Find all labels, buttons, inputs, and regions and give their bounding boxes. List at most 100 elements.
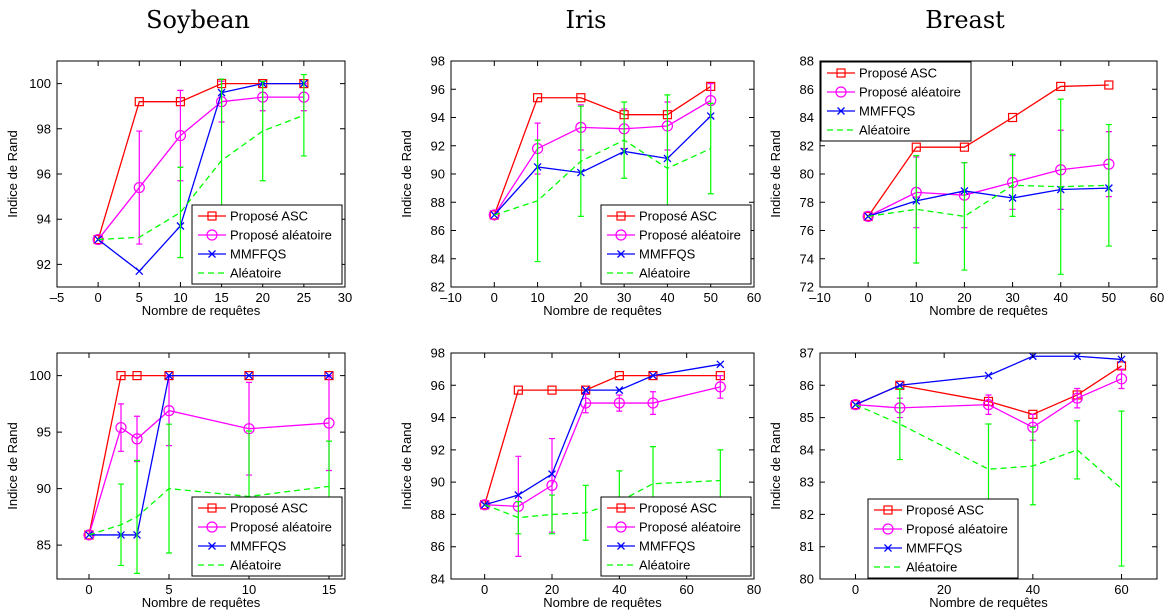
- y-tick-label: 90: [37, 481, 51, 496]
- y-tick-label: 98: [431, 54, 445, 69]
- x-axis-label: Nombre de requêtes: [929, 595, 1048, 610]
- legend-entry-asc: Proposé ASC: [607, 209, 717, 224]
- y-tick-label: 100: [29, 368, 51, 383]
- plot-area: [849, 353, 1128, 567]
- legend-label: Proposé aléatoire: [639, 520, 741, 535]
- legend-label: MMFFQS: [639, 539, 696, 554]
- data-point: [1104, 80, 1114, 90]
- y-tick-label: 72: [800, 280, 814, 295]
- legend-entry-random: Aléatoire: [607, 266, 690, 281]
- x-tick-label: 0: [491, 290, 498, 305]
- data-point: [1056, 81, 1066, 92]
- legend-label: Proposé ASC: [230, 501, 308, 516]
- legend-entry-random: Aléatoire: [827, 123, 910, 138]
- x-tick-label: 10: [173, 290, 187, 305]
- data-point: [546, 479, 558, 491]
- x-tick-label: 50: [703, 290, 717, 305]
- legend-label: Aléatoire: [859, 123, 910, 138]
- x-axis-label: Nombre de requêtes: [142, 303, 261, 318]
- legend: Proposé ASC Proposé aléatoire MMFFQS Aléato…: [820, 61, 972, 142]
- data-point: [132, 371, 142, 381]
- series-line: [867, 163, 1109, 217]
- x-tick-label: 50: [1102, 290, 1116, 305]
- error-bar: [177, 166, 184, 259]
- legend-label: MMFFQS: [230, 539, 287, 554]
- column-title-soybean: Soybean: [146, 6, 250, 34]
- error-bar: [896, 387, 903, 461]
- legend-entry-random: Aléatoire: [874, 560, 957, 575]
- legend-box: [600, 496, 752, 577]
- data-point: [959, 142, 970, 152]
- data-point: [116, 371, 126, 381]
- legend-label: Proposé ASC: [906, 503, 984, 518]
- data-point: [613, 397, 625, 409]
- x-axis-label: Nombre de requêtes: [543, 595, 662, 610]
- x-tick-label: 40: [612, 582, 626, 597]
- plot-area: [488, 81, 717, 263]
- y-tick-label: 88: [431, 195, 445, 210]
- data-point: [131, 433, 143, 445]
- y-tick-label: 87: [800, 346, 814, 361]
- data-point: [984, 371, 993, 380]
- legend-label: MMFFQS: [906, 541, 963, 556]
- data-point: [716, 360, 725, 369]
- data-point: [514, 491, 523, 500]
- legend-entry-asc: Proposé ASC: [874, 503, 984, 518]
- legend-entry-random: Aléatoire: [198, 266, 281, 281]
- x-tick-label: 10: [909, 290, 923, 305]
- y-tick-label: 82: [800, 507, 814, 522]
- legend-marker: [837, 107, 845, 115]
- legend-entry-mmffqs: MMFFQS: [607, 539, 696, 554]
- legend-entry-asc: Proposé ASC: [198, 209, 308, 224]
- series-line: [855, 404, 1122, 490]
- legend-marker: [835, 86, 847, 98]
- series-line: [493, 85, 712, 216]
- y-axis-label: Indice de Rand: [768, 422, 783, 509]
- legend-box: [191, 204, 343, 285]
- plot-area: [92, 73, 310, 276]
- x-tick-label: 60: [1114, 582, 1128, 597]
- x-tick-label: 0: [852, 582, 859, 597]
- series-line: [97, 82, 304, 273]
- x-tick-label: 60: [1150, 290, 1164, 305]
- legend-entry-alea_proposed: Proposé aléatoire: [607, 228, 741, 243]
- legend-marker: [883, 505, 893, 515]
- y-tick-label: 92: [431, 442, 445, 457]
- data-point: [488, 209, 500, 221]
- x-tick-label: 20: [937, 582, 951, 597]
- series-random: [855, 387, 1125, 567]
- column-title-iris: Iris: [565, 6, 607, 34]
- x-axis-label: Nombre de requêtes: [142, 595, 261, 610]
- legend-label: Aléatoire: [230, 266, 281, 281]
- legend-marker: [882, 523, 894, 535]
- legend-entry-alea_proposed: Proposé aléatoire: [874, 522, 1008, 537]
- data-point: [849, 399, 862, 411]
- y-tick-label: 86: [800, 82, 814, 97]
- x-axis-label: Nombre de requêtes: [929, 303, 1048, 318]
- legend: Proposé ASC Proposé aléatoire MMFFQS Aléato…: [600, 204, 752, 285]
- data-point: [1117, 355, 1126, 364]
- y-tick-label: 95: [37, 425, 51, 440]
- legend-entry-alea_proposed: Proposé aléatoire: [198, 228, 332, 243]
- series-random: [494, 94, 714, 263]
- error-bar: [1118, 410, 1125, 567]
- y-tick-label: 96: [37, 167, 51, 182]
- legend-entry-random: Aléatoire: [198, 558, 281, 573]
- y-tick-label: 84: [800, 442, 814, 457]
- y-tick-label: 86: [431, 223, 445, 238]
- series-line: [88, 485, 330, 536]
- data-point: [1115, 373, 1128, 385]
- x-axis-label: Nombre de requêtes: [543, 303, 662, 318]
- legend-box: [600, 204, 752, 285]
- x-tick-label: 40: [1026, 582, 1040, 597]
- legend: Proposé ASC Proposé aléatoire MMFFQS Aléato…: [191, 496, 343, 577]
- y-tick-label: 98: [431, 346, 445, 361]
- plot-area: [479, 360, 726, 557]
- y-tick-label: 84: [800, 110, 814, 125]
- series-random: [484, 446, 724, 541]
- x-tick-label: 0: [85, 582, 92, 597]
- error-bar: [515, 500, 522, 535]
- legend-marker: [617, 542, 625, 550]
- column-title-breast: Breast: [925, 6, 1005, 34]
- legend-label: MMFFQS: [639, 247, 696, 262]
